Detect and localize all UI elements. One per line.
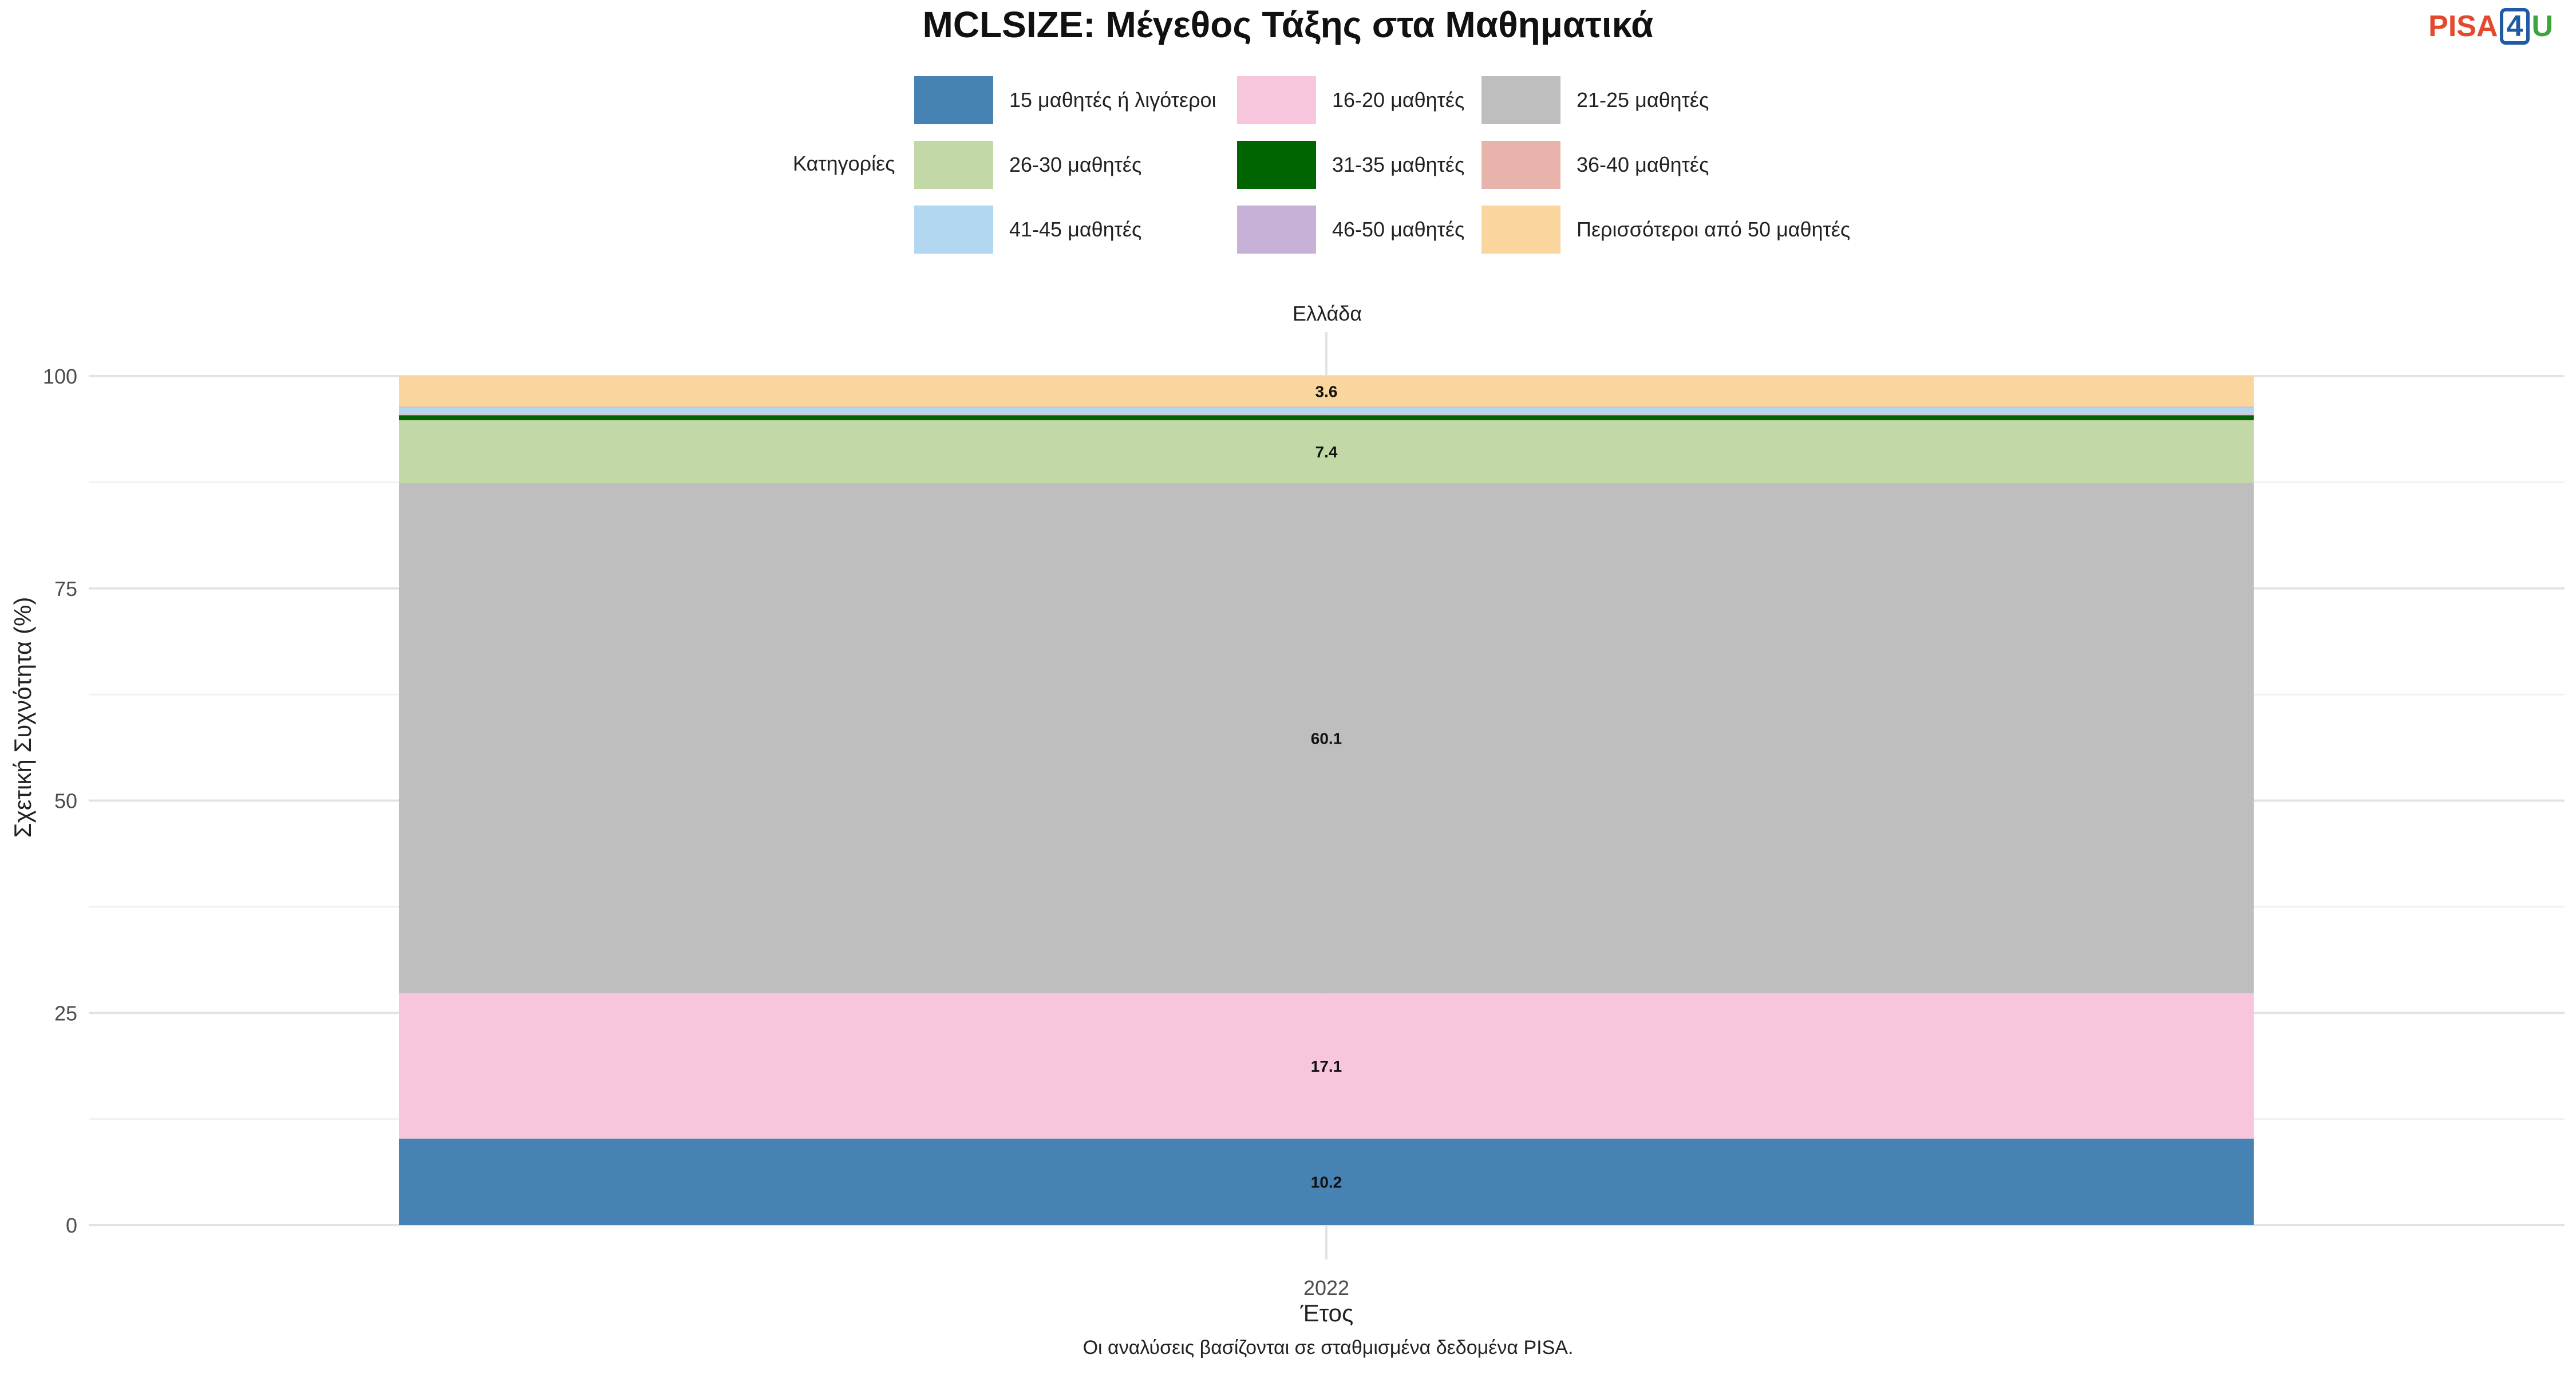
y-tick-label: 75 xyxy=(54,577,77,601)
logo-text-4: 4 xyxy=(2499,8,2530,45)
legend-item-36-40: 36-40 μαθητές xyxy=(1481,141,1709,189)
legend-label: 21-25 μαθητές xyxy=(1577,88,1709,112)
bar-segment xyxy=(399,415,2254,421)
bar-segment xyxy=(399,376,2254,407)
legend-item-21-25: 21-25 μαθητές xyxy=(1481,76,1709,124)
legend-label: 36-40 μαθητές xyxy=(1577,153,1709,176)
legend-swatch xyxy=(1481,76,1560,124)
data-label: 7.4 xyxy=(1315,443,1338,461)
logo-text-u: U xyxy=(2531,10,2553,43)
tick-layer: 0 25 50 75 100 2022 xyxy=(43,365,1349,1300)
legend-item-15-or-fewer: 15 μαθητές ή λιγότεροι xyxy=(914,76,1216,124)
legend-label: 26-30 μαθητές xyxy=(1009,153,1142,176)
legend-swatch xyxy=(1237,76,1316,124)
legend-label: 15 μαθητές ή λιγότεροι xyxy=(1009,88,1216,112)
bar-segment xyxy=(399,483,2254,994)
pisa4u-logo: PISA 4 U xyxy=(2428,8,2553,45)
legend-swatch xyxy=(1237,206,1316,254)
y-axis-label: Σχετική Συχνότητα (%) xyxy=(9,597,36,838)
legend-item-16-20: 16-20 μαθητές xyxy=(1237,76,1464,124)
legend-item-31-35: 31-35 μαθητές xyxy=(1237,141,1464,189)
data-label: 17.1 xyxy=(1311,1057,1342,1075)
x-tick-label: 2022 xyxy=(1303,1276,1349,1300)
label-layer: 10.2 17.1 60.1 7.4 3.6 xyxy=(1311,383,1342,1191)
y-tick-label: 50 xyxy=(54,789,77,813)
data-label: 3.6 xyxy=(1315,383,1338,401)
legend-label: 41-45 μαθητές xyxy=(1009,218,1142,241)
chart-title: MCLSIZE: Μέγεθος Τάξης στα Μαθηματικά xyxy=(922,4,1654,45)
data-label: 60.1 xyxy=(1311,729,1342,747)
x-axis-label: Έτος xyxy=(1300,1300,1354,1326)
legend-title: Κατηγορίες xyxy=(793,152,895,175)
y-tick-label: 25 xyxy=(54,1001,77,1025)
legend-item-26-30: 26-30 μαθητές xyxy=(914,141,1141,189)
legend-swatch xyxy=(1237,141,1316,189)
bar-segment xyxy=(399,420,2254,483)
legend-swatch xyxy=(1481,141,1560,189)
legend-swatch xyxy=(914,76,993,124)
y-tick-label: 100 xyxy=(43,365,77,388)
legend-swatch xyxy=(1481,206,1560,254)
legend-item-46-50: 46-50 μαθητές xyxy=(1237,206,1464,254)
legend-label: 46-50 μαθητές xyxy=(1332,218,1465,241)
bar-segment xyxy=(399,407,2254,414)
legend-item-41-45: 41-45 μαθητές xyxy=(914,206,1141,254)
legend-item-more-than-50: Περισσότεροι από 50 μαθητές xyxy=(1481,206,1850,254)
caption: Οι αναλύσεις βασίζονται σε σταθμισμένα δ… xyxy=(1082,1337,1574,1359)
legend-swatch xyxy=(914,141,993,189)
logo-text-pisa: PISA xyxy=(2428,10,2498,43)
legend-label: Περισσότεροι από 50 μαθητές xyxy=(1577,218,1851,241)
bar-segment xyxy=(399,1138,2254,1225)
bar-segment xyxy=(399,406,2254,408)
data-label: 10.2 xyxy=(1311,1173,1342,1191)
legend-label: 16-20 μαθητές xyxy=(1332,88,1465,112)
bar-segment xyxy=(399,414,2254,416)
bar-segment xyxy=(399,993,2254,1139)
y-tick-label: 0 xyxy=(66,1214,77,1237)
facet-label: Ελλάδα xyxy=(1293,302,1362,325)
legend-swatch xyxy=(914,206,993,254)
legend-label: 31-35 μαθητές xyxy=(1332,153,1465,176)
bar-layer xyxy=(399,376,2254,1225)
